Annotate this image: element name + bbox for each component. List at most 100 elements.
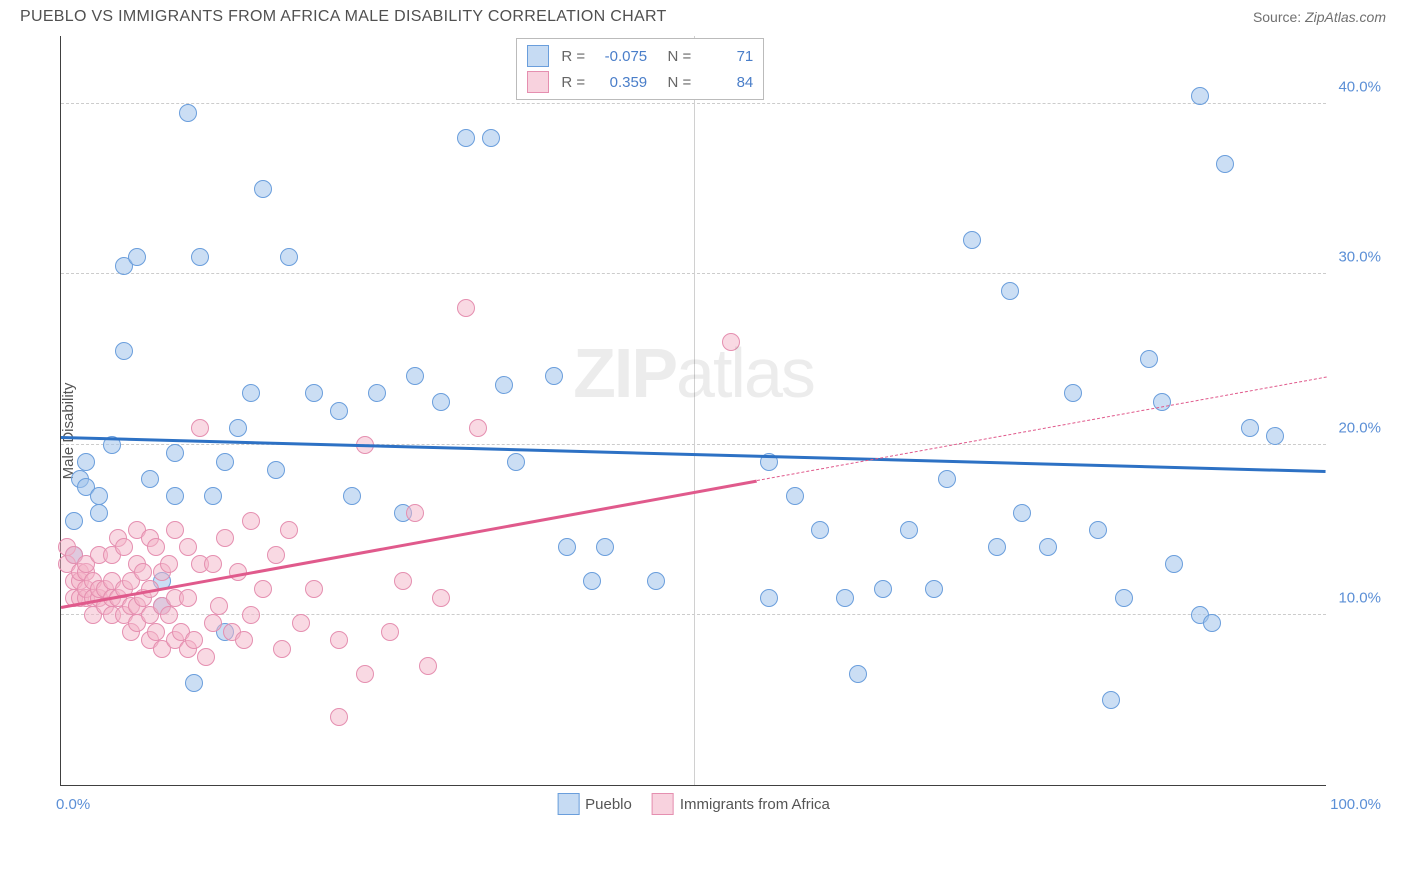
scatter-point	[242, 606, 260, 624]
scatter-point	[147, 538, 165, 556]
scatter-point	[394, 572, 412, 590]
scatter-point	[1001, 282, 1019, 300]
scatter-point	[836, 589, 854, 607]
scatter-point	[596, 538, 614, 556]
scatter-point	[204, 555, 222, 573]
swatch-pink-icon	[652, 793, 674, 815]
scatter-point	[115, 342, 133, 360]
scatter-point	[134, 563, 152, 581]
scatter-point	[457, 299, 475, 317]
scatter-point	[204, 614, 222, 632]
y-tick-label: 10.0%	[1338, 589, 1381, 606]
scatter-point	[507, 453, 525, 471]
scatter-point	[280, 521, 298, 539]
swatch-blue	[527, 45, 549, 67]
scatter-point	[185, 631, 203, 649]
scatter-point	[722, 333, 740, 351]
scatter-point	[147, 623, 165, 641]
scatter-point	[166, 487, 184, 505]
scatter-point	[925, 580, 943, 598]
y-tick-label: 30.0%	[1338, 249, 1381, 266]
scatter-point	[495, 376, 513, 394]
scatter-point	[179, 104, 197, 122]
scatter-point	[432, 393, 450, 411]
scatter-point	[267, 461, 285, 479]
scatter-point	[381, 623, 399, 641]
scatter-point	[1266, 427, 1284, 445]
scatter-point	[65, 512, 83, 530]
scatter-point	[179, 589, 197, 607]
scatter-point	[900, 521, 918, 539]
scatter-point	[988, 538, 1006, 556]
scatter-point	[160, 555, 178, 573]
scatter-point	[1102, 691, 1120, 709]
scatter-point	[1039, 538, 1057, 556]
scatter-point	[760, 589, 778, 607]
scatter-point	[1013, 504, 1031, 522]
source-attribution: Source: ZipAtlas.com	[1253, 9, 1386, 25]
y-tick-label: 20.0%	[1338, 419, 1381, 436]
scatter-point	[216, 529, 234, 547]
scatter-point	[280, 248, 298, 266]
swatch-blue-icon	[557, 793, 579, 815]
scatter-point	[90, 504, 108, 522]
scatter-point	[849, 665, 867, 683]
scatter-point	[419, 657, 437, 675]
scatter-point	[90, 487, 108, 505]
legend-row-africa: R =0.359 N =84	[527, 69, 753, 95]
scatter-point	[160, 606, 178, 624]
scatter-point	[1216, 155, 1234, 173]
scatter-point	[469, 419, 487, 437]
gridline-v	[694, 36, 695, 785]
scatter-point	[216, 453, 234, 471]
scatter-point	[811, 521, 829, 539]
scatter-point	[204, 487, 222, 505]
scatter-point	[963, 231, 981, 249]
scatter-point	[1089, 521, 1107, 539]
scatter-point	[229, 419, 247, 437]
scatter-point	[128, 248, 146, 266]
scatter-point	[1203, 614, 1221, 632]
scatter-point	[330, 708, 348, 726]
scatter-point	[647, 572, 665, 590]
scatter-point	[235, 631, 253, 649]
scatter-point	[356, 665, 374, 683]
scatter-point	[330, 402, 348, 420]
scatter-point	[406, 504, 424, 522]
scatter-point	[545, 367, 563, 385]
legend-stats: R =-0.075 N =71 R =0.359 N =84	[516, 38, 764, 100]
scatter-point	[1191, 87, 1209, 105]
scatter-point	[343, 487, 361, 505]
scatter-point	[305, 580, 323, 598]
scatter-point	[191, 419, 209, 437]
x-tick-label: 0.0%	[56, 796, 90, 813]
scatter-point	[1165, 555, 1183, 573]
scatter-point	[273, 640, 291, 658]
scatter-point	[254, 580, 272, 598]
scatter-point	[406, 367, 424, 385]
scatter-point	[938, 470, 956, 488]
plot-area: ZIPatlas R =-0.075 N =71 R =0.359 N =84 …	[60, 36, 1326, 786]
scatter-point	[166, 521, 184, 539]
scatter-point	[1241, 419, 1259, 437]
scatter-point	[368, 384, 386, 402]
scatter-point	[1064, 384, 1082, 402]
scatter-point	[254, 180, 272, 198]
scatter-point	[292, 614, 310, 632]
scatter-point	[115, 538, 133, 556]
y-tick-label: 40.0%	[1338, 79, 1381, 96]
scatter-point	[330, 631, 348, 649]
scatter-point	[558, 538, 576, 556]
scatter-point	[482, 129, 500, 147]
scatter-point	[267, 546, 285, 564]
scatter-point	[242, 512, 260, 530]
scatter-point	[786, 487, 804, 505]
scatter-point	[210, 597, 228, 615]
scatter-point	[1140, 350, 1158, 368]
legend-item-pueblo: Pueblo	[557, 793, 632, 815]
scatter-point	[305, 384, 323, 402]
scatter-point	[197, 648, 215, 666]
chart-container: Male Disability ZIPatlas R =-0.075 N =71…	[60, 36, 1386, 826]
scatter-point	[1115, 589, 1133, 607]
scatter-point	[242, 384, 260, 402]
